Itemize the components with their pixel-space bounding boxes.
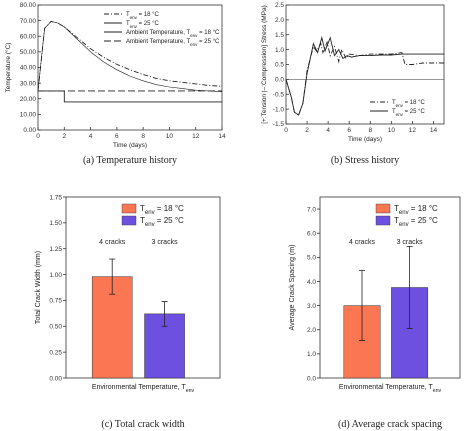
- y-tick-label: 50.00: [20, 49, 37, 56]
- y-axis-label: Average Crack Spacing (m): [289, 245, 296, 331]
- y-tick-label: 0.50: [49, 324, 62, 331]
- y-tick-label: 0.0: [307, 375, 316, 382]
- legend-label-3: Ambient Temperature, Tenv = 18 °C: [126, 30, 220, 38]
- x-axis-label: Environmental Temperature, Tenv: [339, 384, 442, 394]
- y-tick-label: 20.00: [20, 96, 37, 103]
- y-tick-label: 0.00: [49, 375, 62, 382]
- y-tick-label: 2.0: [275, 17, 284, 24]
- y-tick-label: -1.0: [273, 106, 285, 113]
- y-tick-label: 70.00: [20, 18, 37, 25]
- y-tick-label: 60.00: [20, 33, 37, 40]
- legend-label-1: Tenv = 18 °C: [392, 100, 426, 108]
- y-axis-label: [+:Tension |–:Compression] Stress (MPa): [261, 5, 268, 124]
- y-tick-label: 30.00: [20, 80, 37, 87]
- y-axis-label: Temperature (°C): [4, 43, 12, 93]
- x-axis-label: Time (days): [113, 142, 147, 149]
- y-tick-label: 5.0: [307, 255, 316, 262]
- y-tick-label: 1.0: [275, 47, 284, 54]
- panel-caption: (c) Total crack width: [101, 419, 184, 430]
- legend-swatch-2: [121, 215, 137, 226]
- plot-frame: [65, 196, 221, 379]
- panel-a-temperature-history: 0 2 4 6 8 10 12 14 0.00 10.00 20.00 30.00 40.00 50.00…: [4, 2, 226, 166]
- panel-c-total-crack-width: 0.00 0.25 0.50 0.75 1.00 1.25 1.50 1.75 4 cracks…: [35, 194, 221, 430]
- crack-count-label-1: 4 cracks: [349, 239, 376, 246]
- x-tick-label: 2: [305, 127, 309, 134]
- y-tick-label: 1.25: [49, 246, 62, 253]
- x-tick-label: 8: [368, 127, 372, 134]
- x-tick-label: 4: [326, 127, 330, 134]
- legend-swatch-1: [121, 203, 137, 214]
- y-tick-label: 1.75: [49, 194, 62, 201]
- y-tick-label: 80.00: [20, 2, 37, 9]
- legend-label-2: Tenv = 25 °C: [126, 21, 160, 29]
- legend-label-4: Ambient Temperature, Tenv = 25 °C: [126, 39, 220, 47]
- y-tick-label: 1.00: [49, 272, 62, 279]
- x-tick-label: 12: [192, 133, 200, 140]
- y-tick-label: 0.5: [275, 62, 284, 69]
- y-tick-label: 7.0: [307, 206, 316, 213]
- y-tick-label: -1.5: [273, 121, 285, 128]
- series-line-2: [37, 21, 223, 92]
- y-tick-label: 2.5: [275, 2, 284, 9]
- y-tick-label: 2.0: [307, 327, 316, 334]
- crack-count-label-1: 4 cracks: [99, 239, 126, 246]
- x-tick-label: 12: [409, 127, 417, 134]
- legend-label-1: Tenv = 18 °C: [140, 204, 184, 216]
- y-tick-label: 0.0: [275, 77, 284, 84]
- x-tick-label: 10: [166, 133, 174, 140]
- plot-frame: [319, 196, 461, 379]
- x-tick-label: 8: [141, 133, 145, 140]
- y-tick-label: 0.25: [49, 349, 62, 356]
- x-tick-label: 6: [115, 133, 119, 140]
- legend-label-2: Tenv = 25 °C: [140, 216, 184, 228]
- legend-swatch-2: [375, 215, 391, 226]
- y-tick-label: 10.00: [20, 112, 37, 119]
- y-tick-label: 0.00: [23, 127, 36, 134]
- x-tick-label: 0: [284, 127, 288, 134]
- x-tick-label: 0: [36, 133, 40, 140]
- x-tick-label: 4: [89, 133, 93, 140]
- y-tick-label: 1.0: [307, 351, 316, 358]
- panel-caption: (a) Temperature history: [83, 155, 177, 166]
- x-axis-label: Time (days): [348, 136, 382, 143]
- x-tick-label: 2: [62, 133, 66, 140]
- panel-caption: (d) Average crack spacing: [338, 419, 442, 430]
- legend-label-1: Tenv = 18 °C: [394, 204, 438, 216]
- y-tick-label: 1.5: [275, 32, 284, 39]
- legend-label-1: Tenv = 18 °C: [126, 12, 160, 20]
- x-tick-label: 6: [347, 127, 351, 134]
- y-tick-label: 6.0: [307, 231, 316, 238]
- y-tick-label: -0.5: [273, 91, 285, 98]
- x-axis-label: Environmental Temperature, Tenv: [92, 384, 195, 394]
- panel-b-stress-history: 0 2 4 6 8 10 12 14 -1.5 -1.0 -0.5 0.0 0.5 1.0 1.5 2.0 2.…: [261, 2, 445, 166]
- legend-swatch-1: [375, 203, 391, 214]
- series-line-1: [37, 20, 223, 91]
- crack-count-label-2: 3 cracks: [397, 239, 424, 246]
- y-tick-label: 1.50: [49, 220, 62, 227]
- y-tick-label: 3.0: [307, 303, 316, 310]
- legend-label-2: Tenv = 25 °C: [392, 109, 426, 117]
- panel-d-average-crack-spacing: 0.0 1.0 2.0 3.0 4.0 5.0 6.0 7.0 4 cracks Tenv = 1…: [289, 196, 461, 430]
- legend-label-2: Tenv = 25 °C: [394, 216, 438, 228]
- x-tick-label: 14: [430, 127, 438, 134]
- y-tick-label: 40.00: [20, 65, 37, 72]
- panel-caption: (b) Stress history: [331, 155, 399, 166]
- x-tick-label: 10: [388, 127, 396, 134]
- series-line-2: [285, 35, 444, 116]
- y-tick-label: 0.75: [49, 298, 62, 305]
- crack-count-label-2: 3 cracks: [152, 239, 179, 246]
- y-tick-label: 4.0: [307, 279, 316, 286]
- y-axis-label: Total Crack Width (mm): [35, 251, 42, 324]
- x-tick-label: 14: [218, 133, 226, 140]
